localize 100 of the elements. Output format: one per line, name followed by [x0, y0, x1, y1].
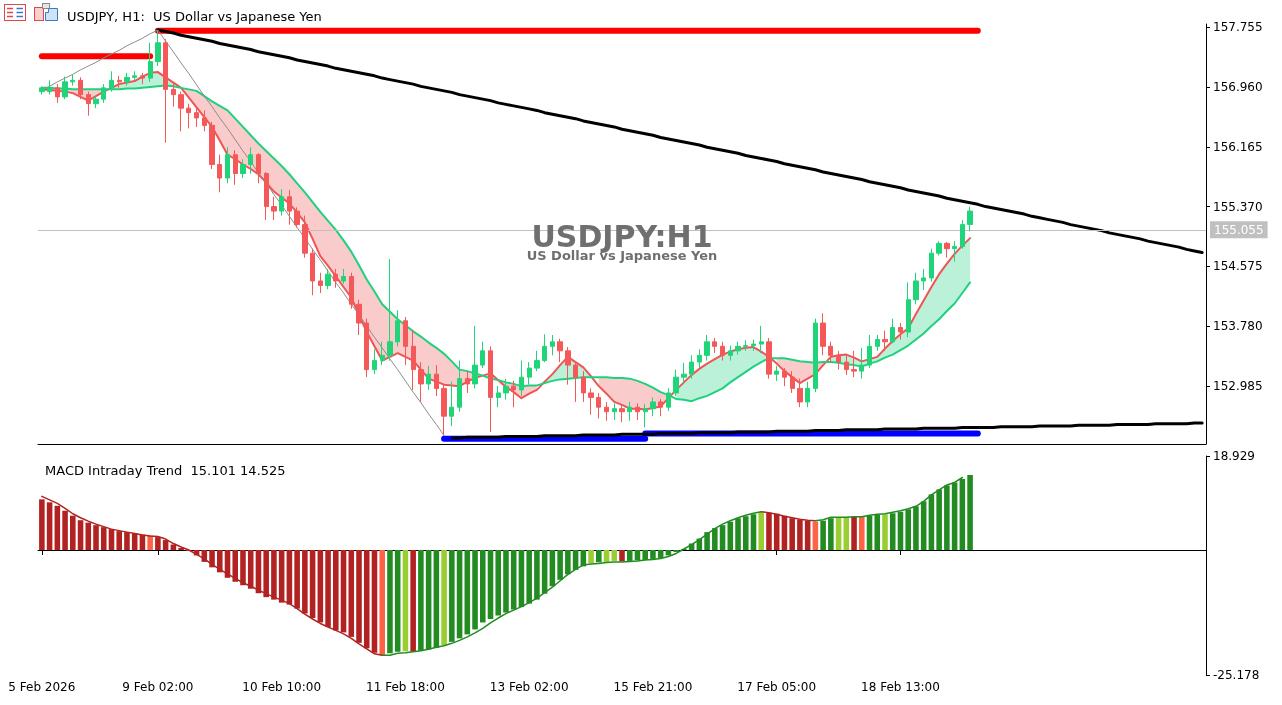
x-tick-label: 13 Feb 02:00 — [489, 680, 569, 694]
bar — [905, 509, 911, 550]
bar — [410, 549, 416, 652]
bar — [472, 549, 478, 630]
bar — [619, 549, 625, 562]
candlestick — [805, 381, 810, 408]
candlestick — [472, 325, 478, 389]
candlestick — [712, 337, 717, 354]
bar — [70, 515, 76, 550]
bar — [348, 549, 355, 637]
candlestick — [588, 387, 594, 416]
candlestick — [279, 188, 284, 217]
bar — [85, 522, 92, 550]
bar — [789, 518, 795, 550]
bar — [882, 514, 888, 550]
candlestick — [844, 354, 849, 376]
candlestick — [759, 325, 764, 354]
y-tick-label: 156.165 — [1213, 139, 1263, 154]
candlestick — [898, 322, 903, 341]
y-tick-label: 156.960 — [1213, 80, 1263, 95]
candlestick — [86, 91, 91, 117]
candlestick — [403, 316, 408, 366]
candlestick — [673, 369, 679, 397]
candlestick — [944, 241, 950, 259]
bar — [394, 549, 401, 652]
bar — [874, 514, 881, 550]
bar — [209, 549, 215, 568]
candlestick — [936, 240, 942, 256]
bar — [750, 514, 757, 550]
x-tick-label: 11 Feb 18:00 — [366, 680, 445, 694]
candlestick — [209, 121, 215, 170]
candlestick — [643, 403, 648, 428]
candlestick — [248, 146, 253, 175]
bar — [742, 516, 749, 550]
candlestick — [271, 196, 277, 221]
candlestick — [202, 109, 207, 132]
candlestick — [728, 345, 733, 362]
bar — [232, 549, 239, 582]
bar — [534, 549, 540, 600]
bar — [820, 520, 826, 550]
candlestick — [929, 248, 934, 283]
candlestick — [426, 365, 431, 391]
line-series — [450, 421, 1204, 440]
candlestick — [70, 73, 75, 87]
candlestick — [581, 370, 586, 403]
candlestick — [689, 354, 694, 380]
bar — [93, 525, 99, 550]
x-tick-label: 17 Feb 05:00 — [737, 680, 817, 694]
bar — [851, 516, 857, 550]
candlestick — [704, 334, 710, 362]
candlestick — [820, 312, 826, 356]
candlestick — [735, 341, 741, 356]
x-tick-label: 18 Feb 13:00 — [861, 680, 940, 694]
candlestick — [256, 152, 261, 184]
candlestick — [681, 362, 687, 385]
candlestick — [573, 361, 578, 403]
bar — [913, 506, 919, 550]
candlestick — [117, 75, 122, 89]
candlestick — [774, 365, 779, 382]
bar — [495, 549, 502, 616]
bar — [46, 502, 53, 550]
candlestick — [836, 350, 841, 371]
bar — [889, 513, 896, 550]
candlestick — [310, 248, 315, 296]
candlestick — [604, 401, 609, 422]
bar — [557, 549, 563, 580]
bar — [967, 475, 973, 550]
candlestick — [960, 219, 965, 250]
bar — [642, 549, 648, 560]
y-tick-label: 155.370 — [1213, 199, 1263, 214]
x-tick-label: 9 Feb 02:00 — [122, 680, 194, 694]
candlestick — [411, 329, 416, 391]
bar — [371, 549, 378, 653]
bar — [356, 549, 362, 643]
x-tick-label: 15 Feb 21:00 — [613, 680, 693, 694]
candlestick — [720, 341, 725, 362]
candlestick — [596, 392, 601, 419]
candlestick — [882, 330, 888, 352]
bar — [503, 549, 509, 613]
bar — [603, 549, 610, 562]
candlestick — [766, 337, 772, 380]
bar — [124, 532, 130, 550]
candlestick — [318, 272, 323, 294]
candlestick — [534, 350, 540, 372]
candlestick — [178, 91, 184, 132]
candlestick — [542, 333, 547, 363]
bar — [479, 549, 486, 623]
bar — [797, 519, 803, 550]
bar — [704, 532, 710, 550]
candlestick — [55, 83, 60, 104]
candlestick — [867, 334, 872, 369]
candlestick — [333, 268, 338, 289]
x-tick-label: 5 Feb 2026 — [8, 680, 76, 694]
candlestick — [171, 81, 176, 108]
candlestick — [828, 341, 833, 363]
bar — [611, 549, 618, 561]
candlestick — [325, 268, 331, 290]
bar — [944, 485, 950, 550]
bar — [216, 549, 223, 573]
candlestick — [496, 385, 501, 408]
